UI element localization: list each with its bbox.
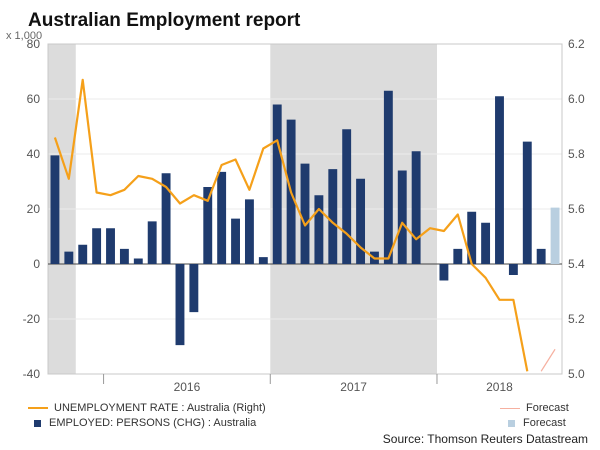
bar-May-2017 [328, 169, 338, 264]
left-tick-label-1: 60 [27, 92, 41, 106]
legend-label-forecast-line: Forecast [526, 402, 569, 414]
legend-item-unemployment-rate: UNEMPLOYMENT RATE : Australia (Right) [28, 402, 266, 414]
bar-May-2018 [495, 96, 504, 264]
bar-Jun-2018 [508, 264, 518, 275]
bar-Mar-2018 [467, 211, 477, 264]
bar-Jan-2017 [272, 104, 282, 264]
employment-chart: 80 60 40 20 0 -20 -40 6.2 6.0 5.8 5.6 5.4 5.2 5.0 2016… [23, 37, 585, 394]
left-tick-label-3: 20 [27, 202, 41, 216]
left-tick-label-5: -20 [23, 312, 41, 326]
left-tick-label-2: 40 [27, 147, 41, 161]
legend-bar-swatch [34, 419, 41, 427]
bar-Sep-2016 [217, 171, 227, 264]
bar-Dec-2016 [258, 257, 268, 264]
forecast-line [540, 348, 556, 372]
year-label-2017: 2017 [340, 380, 367, 394]
right-tick-label-2: 5.8 [568, 147, 585, 161]
left-tick-label-0: 80 [27, 37, 41, 51]
bar-Aug-2016 [203, 187, 213, 264]
bar-Apr-2017 [314, 195, 324, 264]
bar-Nov-2015 [78, 244, 88, 264]
bar-Dec-2015 [92, 228, 102, 264]
left-axis-unit: x 1,000 [6, 30, 43, 42]
bar-Jun-2017 [342, 129, 352, 264]
right-tick-label-3: 5.6 [568, 202, 585, 216]
legend-forecast-bar-swatch [508, 419, 515, 427]
bar-Jun-2016 [175, 264, 185, 346]
legend-item-forecast-bar: Forecast [508, 417, 566, 429]
bar-Nov-2016 [244, 199, 254, 264]
source-note: Source: Thomson Reuters Datastream [382, 432, 588, 446]
legend-forecast-line-swatch [500, 407, 520, 409]
bar-Jan-2018 [439, 264, 449, 281]
bar-Aug-2018 [536, 248, 546, 264]
year-label-2016: 2016 [174, 380, 201, 394]
bar-Oct-2017 [397, 170, 407, 264]
bar-Oct-2015 [64, 251, 74, 264]
bar-Nov-2017 [411, 151, 421, 264]
bar-Jan-2016 [106, 228, 115, 264]
left-tick-label-4: 0 [33, 257, 40, 271]
bar-Oct-2016 [231, 218, 240, 264]
legend-label-employed-persons: EMPLOYED: PERSONS (CHG) : Australia [49, 417, 257, 429]
bar-Mar-2017 [300, 163, 310, 264]
legend-item-forecast-line: Forecast [500, 402, 569, 414]
bar-Apr-2016 [147, 221, 157, 264]
legend-label-unemployment-rate: UNEMPLOYMENT RATE : Australia (Right) [54, 402, 266, 414]
bar-Feb-2016 [119, 248, 129, 264]
bar-Jul-2016 [189, 264, 199, 313]
bar-Mar-2016 [133, 258, 143, 264]
right-tick-label-1: 6.0 [568, 92, 585, 106]
legend-label-forecast-bar: Forecast [523, 417, 566, 429]
chart-title: Australian Employment report [28, 10, 301, 31]
unemployment-rate-line [53, 78, 529, 372]
forecast-bar [550, 207, 560, 264]
bar-Jul-2018 [522, 141, 532, 264]
right-tick-label-0: 6.2 [568, 37, 585, 51]
bar-Apr-2018 [481, 222, 491, 264]
legend-item-employed-persons: EMPLOYED: PERSONS (CHG) : Australia [28, 417, 256, 429]
bar-Jul-2017 [356, 178, 366, 264]
bar-Feb-2018 [453, 248, 463, 264]
left-tick-label-6: -40 [23, 367, 41, 381]
bar-Sep-2015 [50, 155, 60, 264]
right-tick-label-4: 5.4 [568, 257, 585, 271]
legend-line-swatch [28, 407, 48, 409]
bar-Sep-2017 [383, 90, 393, 264]
year-label-2018: 2018 [486, 380, 513, 394]
bar-May-2016 [161, 173, 171, 264]
right-tick-label-6: 5.0 [568, 367, 585, 381]
right-tick-label-5: 5.2 [568, 312, 585, 326]
plot-frame [47, 43, 563, 375]
